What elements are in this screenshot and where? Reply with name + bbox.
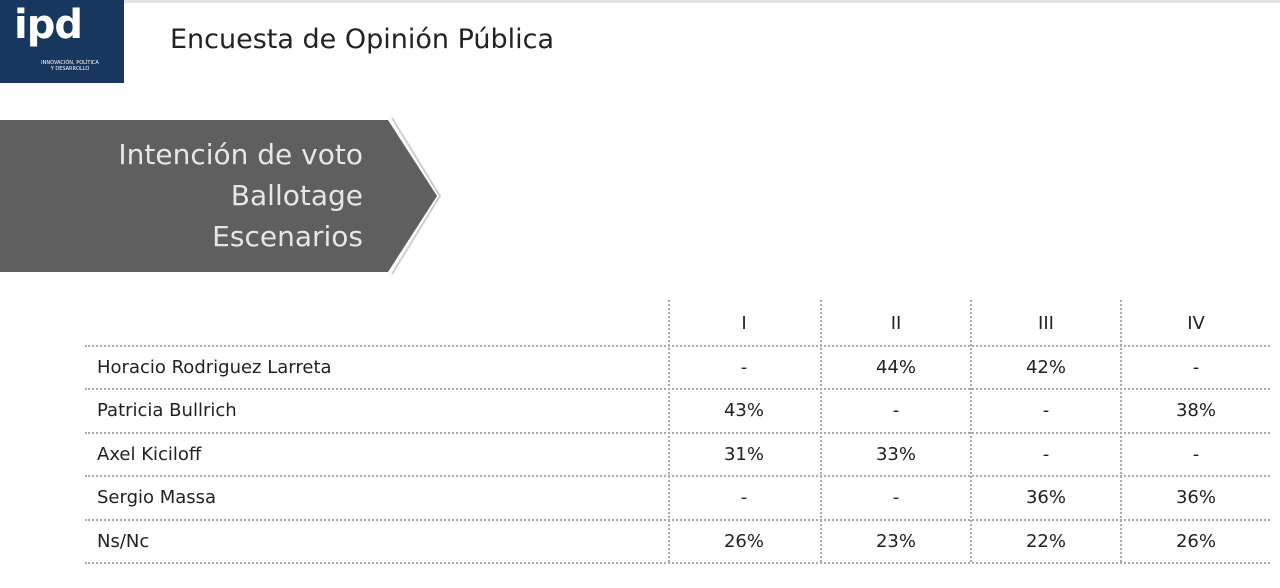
grid-line [970,300,972,562]
grid-line [85,431,1270,434]
column-header: I [741,313,747,334]
table-cell: - [892,400,900,422]
table-cell: - [1042,443,1050,465]
table-cell: 44% [875,357,916,378]
row-label: Patricia Bullrich [97,400,237,422]
table-cell: - [1042,400,1050,422]
row-label: Ns/Nc [97,530,150,552]
row-label: Horacio Rodriguez Larreta [97,357,332,378]
table-cell: 31% [723,443,764,465]
table-cell: 26% [723,530,764,552]
banner-shape [0,120,437,272]
table-cell: 38% [1175,400,1216,422]
table-cell: - [1192,357,1200,378]
grid-line [1120,300,1122,562]
banner [0,117,442,275]
table-cell: 43% [723,400,764,422]
table-cell: 36% [1025,487,1066,509]
grid-line [85,345,1270,347]
banner-line: Intención de voto [118,138,363,171]
page-title: Encuesta de Opinión Pública [170,24,555,55]
row-label: Axel Kiciloff [97,443,202,465]
table-cell: - [1192,443,1200,465]
logo-tagline: INNOVACIÓN, POLÍTICA Y DESARROLLO [41,60,99,72]
grid-line [85,388,1270,391]
table-cell: 33% [875,443,916,465]
grid-line [85,562,1270,564]
banner-text: Intención de voto Ballotage Escenarios [0,0,363,300]
grid-line [820,300,822,562]
column-header: II [890,313,902,334]
grid-line [668,300,670,562]
table-cell: - [740,487,748,509]
table-cell: - [892,487,900,509]
table-cell: 22% [1025,530,1066,552]
grid-line [85,518,1270,521]
logo-text: ipd [14,2,83,48]
banner-line: Escenarios [212,220,363,253]
table-cell: 26% [1175,530,1216,552]
table-cell: - [740,357,748,378]
table-cell: 36% [1175,487,1216,509]
top-rule [0,0,1280,3]
row-label: Sergio Massa [97,487,217,509]
table-cell: 42% [1025,357,1066,378]
logo: ipd INNOVACIÓN, POLÍTICA Y DESARROLLO [0,0,124,83]
column-header: III [1038,313,1054,334]
column-header: IV [1187,313,1205,334]
banner-edge [391,117,442,275]
table-cell: 23% [875,530,916,552]
grid-line [85,475,1270,478]
banner-line: Ballotage [230,179,363,212]
